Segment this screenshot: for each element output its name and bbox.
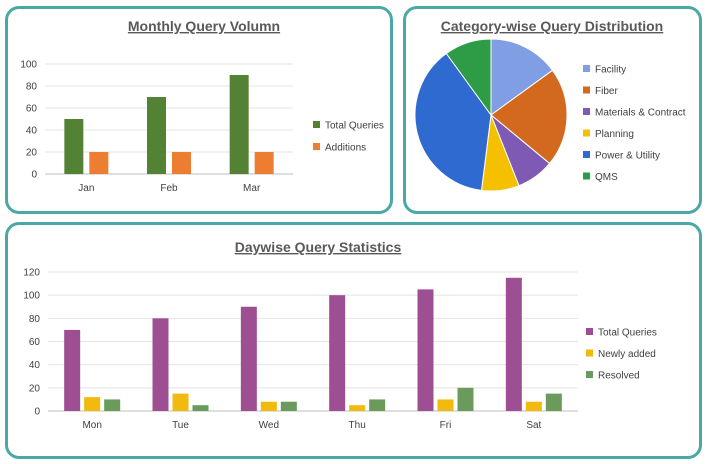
legend-label: Fiber (595, 86, 618, 97)
bar-newly-added (84, 397, 101, 411)
legend-swatch (583, 108, 590, 115)
monthly-query-panel: Monthly Query Volumn 0 20 40 60 80 100 Jan Feb Ma… (5, 6, 393, 214)
x-tick-label: Jan (78, 183, 94, 194)
y-tick-label: 60 (29, 337, 41, 348)
y-tick-label: 120 (23, 268, 40, 279)
daywise-statistics-panel: Daywise Query Statistics 0 20 40 60 80 100 120 M… (5, 222, 702, 459)
y-tick-label: 20 (29, 383, 41, 394)
daywise-query-chart: Daywise Query Statistics 0 20 40 60 80 100 120 M… (23, 239, 657, 431)
chart-title: Category-wise Query Distribution (441, 18, 663, 34)
y-tick-label: 20 (26, 148, 38, 159)
bar-total-queries (64, 329, 81, 411)
pie-slice-facility (490, 38, 554, 116)
bar-total-queries (240, 306, 257, 411)
chart-title: Daywise Query Statistics (235, 239, 402, 255)
legend-swatch (583, 129, 590, 137)
bar-additions (254, 152, 274, 174)
category-pie-chart: Category-wise Query Distribution Facility… (414, 18, 686, 192)
legend-swatch (586, 349, 593, 357)
legend-swatch (586, 371, 593, 378)
x-tick-label: Tue (172, 420, 189, 431)
monthly-query-chart: Monthly Query Volumn 0 20 40 60 80 100 Jan Feb Ma… (20, 18, 384, 194)
legend-label: Materials & Contract (595, 108, 686, 119)
legend-swatch (583, 86, 590, 94)
bar-total-queries (505, 277, 522, 411)
legend-swatch (583, 65, 590, 72)
bar-total-queries (329, 295, 346, 411)
legend-label: Resolved (598, 371, 640, 382)
y-tick-label: 0 (34, 407, 40, 418)
legend-label: Facility (595, 65, 626, 76)
bar-total-queries (152, 318, 169, 411)
pie-slice-qms (445, 38, 492, 117)
bar-resolved (192, 405, 209, 411)
bar-total-queries (147, 97, 166, 174)
bar-newly-added (525, 401, 542, 411)
bar-resolved (104, 399, 121, 411)
x-tick-label: Wed (259, 420, 279, 431)
x-tick-label: Mar (243, 183, 261, 194)
y-tick-label: 40 (29, 360, 41, 371)
bar-newly-added (349, 405, 366, 411)
bar-newly-added (260, 401, 277, 411)
bar-additions (89, 152, 109, 174)
legend-label: QMS (595, 172, 618, 183)
y-tick-label: 60 (26, 104, 38, 115)
legend-swatch (313, 121, 320, 128)
bar-resolved (369, 399, 386, 411)
y-tick-label: 80 (29, 314, 41, 325)
legend-swatch (583, 172, 590, 180)
legend-label: Planning (595, 129, 634, 140)
legend-label: Power & Utility (595, 151, 660, 162)
legend-swatch (586, 328, 593, 335)
x-tick-label: Mon (82, 420, 101, 431)
legend-label: Additions (325, 143, 366, 154)
y-tick-label: 80 (26, 82, 38, 93)
bar-additions (172, 152, 191, 174)
pie-slice-fiber (490, 69, 568, 165)
bar-total-queries (64, 119, 84, 174)
bar-newly-added (437, 399, 454, 411)
x-tick-label: Thu (349, 420, 366, 431)
x-tick-label: Feb (160, 183, 178, 194)
x-tick-label: Sat (526, 420, 541, 431)
legend-label: Newly added (598, 349, 656, 360)
y-tick-label: 100 (23, 291, 40, 302)
y-tick-label: 40 (26, 126, 38, 137)
bar-newly-added (172, 393, 189, 411)
legend-swatch (313, 143, 320, 150)
bar-resolved (545, 393, 562, 411)
bar-total-queries (417, 289, 434, 411)
bar-resolved (457, 387, 474, 411)
chart-title: Monthly Query Volumn (128, 18, 280, 34)
y-tick-label: 100 (20, 60, 37, 71)
bar-total-queries (229, 75, 249, 174)
bar-resolved (280, 401, 297, 411)
legend-swatch (583, 151, 590, 158)
category-distribution-panel: Category-wise Query Distribution Facility… (403, 6, 702, 214)
legend-label: Total Queries (325, 121, 384, 132)
x-tick-label: Fri (440, 420, 452, 431)
y-tick-label: 0 (31, 170, 37, 181)
pie-slice-power-utility (414, 52, 492, 191)
legend-label: Total Queries (598, 328, 657, 339)
